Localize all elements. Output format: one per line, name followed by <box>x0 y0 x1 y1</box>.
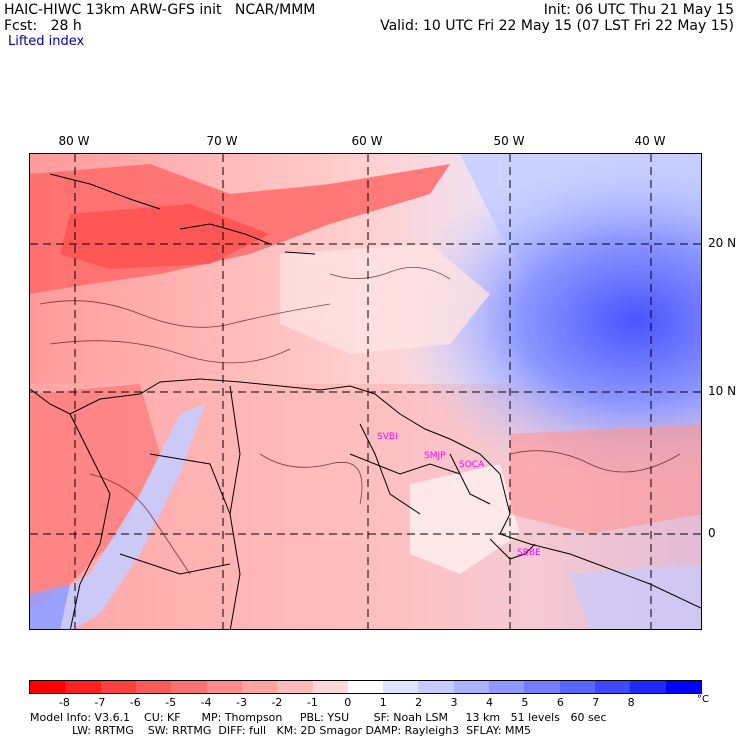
color-swatch <box>595 681 631 693</box>
lon-label-80w: 80 W <box>58 134 90 148</box>
color-swatch <box>383 681 419 693</box>
unit-label: °C <box>697 694 709 705</box>
color-scale-tick: -6 <box>129 696 141 709</box>
lat-label-20n: 20 N <box>708 236 737 250</box>
lon-label-40w: 40 W <box>634 134 666 148</box>
lat-label-10n: 10 N <box>708 384 737 398</box>
color-swatch <box>135 681 172 693</box>
station-label-smjp: SMJP <box>424 451 446 461</box>
init-time: Init: 06 UTC Thu 21 May 15 <box>543 2 734 18</box>
color-swatch <box>65 681 101 693</box>
color-scale-tick: 0 <box>344 696 352 709</box>
color-swatch <box>418 681 454 693</box>
model-info-line2: LW: RRTMG SW: RRTMG DIFF: full KM: 2D Sm… <box>30 724 531 737</box>
color-swatch <box>30 681 66 693</box>
color-scale-tick: -1 <box>306 696 318 709</box>
color-swatch <box>277 681 313 693</box>
station-label-svbi: SVBI <box>377 432 398 442</box>
color-scale-tick: 7 <box>592 696 600 709</box>
color-swatch <box>665 681 701 693</box>
lat-label-0: 0 <box>708 526 716 540</box>
color-swatch <box>241 681 278 693</box>
color-swatch <box>347 681 384 693</box>
color-scale-tick: -3 <box>236 696 247 709</box>
color-scale-tick: -4 <box>200 696 212 709</box>
color-swatch <box>100 681 136 693</box>
station-label-soca: SOCA <box>459 460 485 470</box>
color-scale-tick: -7 <box>94 696 106 709</box>
color-swatch <box>524 681 560 693</box>
lon-label-50w: 50 W <box>493 134 525 148</box>
color-scale-tick: 5 <box>521 696 529 709</box>
color-scale-tick: 4 <box>485 696 493 709</box>
color-swatch <box>453 681 490 693</box>
map-graphic <box>30 154 701 629</box>
field-name: Lifted index <box>8 34 85 49</box>
color-scale-tick: -8 <box>58 696 70 709</box>
model-info-line1: Model Info: V3.6.1 CU: KF MP: Thompson P… <box>30 711 607 724</box>
color-scale-tick: 1 <box>379 696 387 709</box>
valid-time: Valid: 10 UTC Fri 22 May 15 (07 LST Fri … <box>380 18 734 34</box>
color-scale-tick: 6 <box>556 696 564 709</box>
color-scale-bar <box>29 680 702 694</box>
color-scale-tick: 8 <box>627 696 635 709</box>
model-title: HAIC-HIWC 13km ARW-GFS init NCAR/MMM <box>4 2 316 18</box>
color-swatch <box>489 681 525 693</box>
lon-label-60w: 60 W <box>351 134 383 148</box>
station-label-sbbe: SBBE <box>517 548 541 558</box>
color-scale-tick: 3 <box>450 696 458 709</box>
forecast-hour: Fcst: 28 h <box>4 18 82 34</box>
color-swatch <box>559 681 595 693</box>
color-swatch <box>630 681 666 693</box>
color-scale-tick: -5 <box>165 696 177 709</box>
lifted-index-map <box>29 153 702 630</box>
color-scale-tick: 2 <box>415 696 423 709</box>
color-swatch <box>171 681 207 693</box>
color-swatch <box>206 681 242 693</box>
color-scale-tick: -2 <box>271 696 283 709</box>
color-swatch <box>312 681 348 693</box>
lon-label-70w: 70 W <box>206 134 238 148</box>
